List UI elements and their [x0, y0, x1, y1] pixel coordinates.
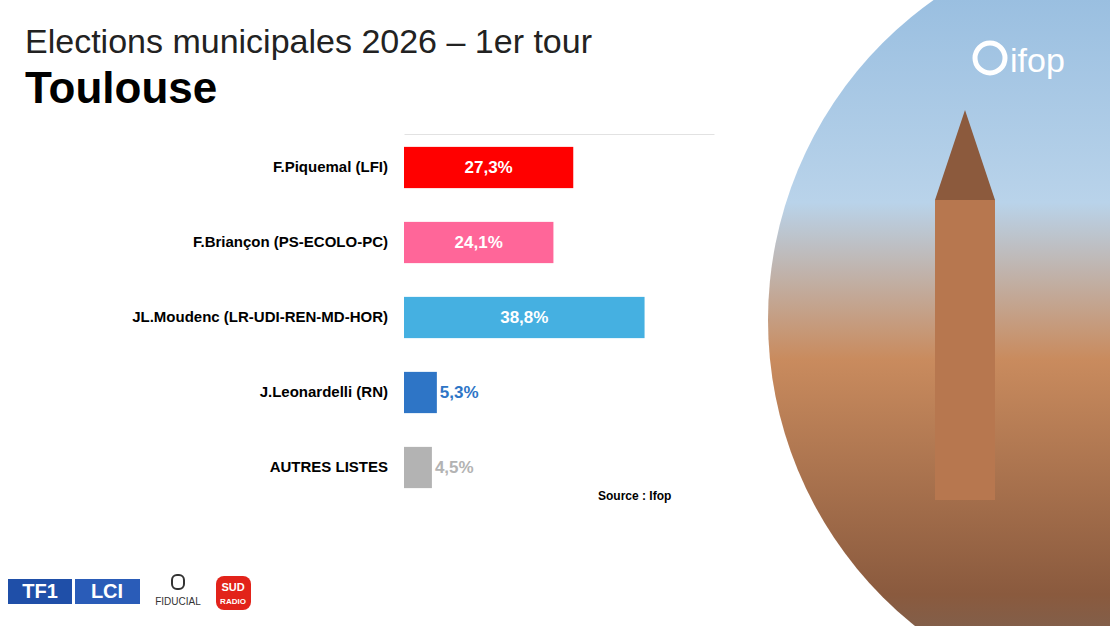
data-label: 4,5%: [435, 458, 474, 477]
y-axis: F.Piquemal (LFI) F.Briançon (PS-ECOLO-PC)…: [132, 158, 404, 475]
y-tick-label: JL.Moudenc (LR-UDI-REN-MD-HOR): [132, 308, 388, 325]
sud-radio-logo-text2: RADIO: [220, 597, 246, 606]
x-axis: [405, 134, 715, 135]
tower-spire: [935, 110, 995, 200]
bar: [404, 222, 553, 263]
y-tick: AUTRES LISTES: [270, 458, 404, 475]
x-axis-line: [405, 134, 715, 135]
photo-tower: [935, 110, 995, 500]
tf1-logo-box: [8, 579, 72, 604]
y-tick-label: J.Leonardelli (RN): [260, 383, 388, 400]
ifop-logo-text: ifop: [1010, 41, 1065, 79]
subtitle: Toulouse: [25, 63, 217, 112]
y-tick: JL.Moudenc (LR-UDI-REN-MD-HOR): [132, 308, 404, 325]
photo: [768, 0, 1110, 626]
bars: [404, 147, 645, 488]
sud-radio-logo-text: SUD: [221, 581, 244, 593]
data-labels: 27,3% 24,1% 38,8% 5,3% 4,5%: [435, 158, 548, 477]
source: Source : Ifop: [598, 489, 671, 503]
y-tick-label: AUTRES LISTES: [270, 458, 388, 475]
ifop-logo-ring: [975, 43, 1005, 73]
bar: [404, 372, 437, 413]
tf1-logo-text: TF1: [22, 580, 58, 602]
data-label: 24,1%: [455, 233, 503, 252]
y-tick-label: F.Briançon (PS-ECOLO-PC): [193, 233, 388, 250]
bar: [404, 297, 645, 338]
sud-radio-logo-box: [216, 576, 251, 610]
partner-logos: TF1 LCI FIDUCIAL SUD RADIO: [8, 575, 251, 610]
lci-logo-text: LCI: [91, 580, 123, 602]
tower-body: [935, 200, 995, 500]
bar: [404, 147, 573, 188]
y-tick: F.Piquemal (LFI): [273, 158, 404, 175]
fiducial-logo-text: FIDUCIAL: [155, 596, 201, 607]
y-tick: F.Briançon (PS-ECOLO-PC): [193, 233, 404, 250]
fiducial-logo-icon: [172, 575, 184, 589]
ifop-logo: ifop: [975, 41, 1065, 79]
data-label: 38,8%: [500, 308, 548, 327]
data-label: 5,3%: [440, 383, 479, 402]
bar: [404, 447, 432, 488]
title: Elections municipales 2026 – 1er tour: [25, 22, 592, 60]
lci-logo-box: [75, 579, 140, 604]
y-tick-label: F.Piquemal (LFI): [273, 158, 388, 175]
y-tick: J.Leonardelli (RN): [260, 383, 404, 400]
data-label: 27,3%: [465, 158, 513, 177]
chart: ifop Elections municipales 2026 – 1er tou…: [0, 0, 1110, 626]
